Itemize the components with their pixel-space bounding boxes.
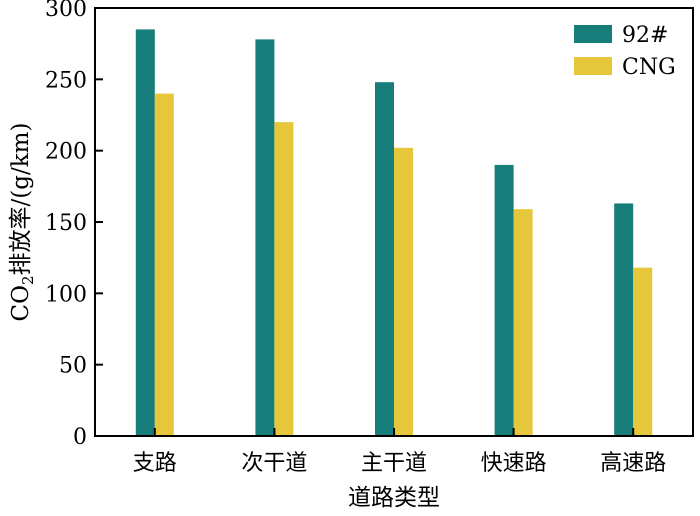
y-axis-ticks: 0 50 100 150 200 250 300 [45, 0, 103, 450]
bar-92-0 [135, 29, 155, 437]
y-tick-label: 50 [59, 354, 87, 379]
bar-cng-1 [274, 122, 294, 436]
bar-cng-0 [154, 93, 174, 436]
y-axis-title: CO2排放率/(g/km) [8, 123, 37, 322]
x-axis-title: 道路类型 [348, 485, 440, 511]
legend-swatch-92 [574, 25, 612, 43]
y-axis-title-subscript: 2 [19, 275, 37, 285]
x-tick-label: 次干道 [241, 451, 307, 476]
y-tick-label: 300 [45, 0, 87, 22]
bar-92-3 [494, 164, 514, 436]
x-tick-label: 高速路 [600, 451, 666, 476]
legend-swatch-cng [574, 57, 612, 75]
bar-92-2 [375, 82, 394, 436]
legend: 92# CNG [574, 23, 676, 80]
legend-label-cng: CNG [622, 55, 676, 80]
y-tick-label: 250 [45, 68, 87, 93]
x-tick-label: 主干道 [361, 451, 427, 476]
y-tick-label: 200 [45, 140, 87, 165]
y-axis-title-prefix: CO [8, 285, 34, 321]
x-tick-label: 快速路 [481, 451, 547, 476]
bar-cng-2 [394, 147, 413, 436]
bars-layer [135, 29, 653, 437]
x-tick-label: 支路 [133, 451, 177, 476]
bar-cng-3 [513, 209, 533, 436]
x-axis-ticks: 支路 次干道 主干道 快速路 高速路 [133, 428, 666, 476]
y-tick-label: 150 [45, 211, 87, 236]
y-tick-label: 0 [73, 425, 87, 450]
bar-92-4 [614, 203, 634, 436]
bar-92-1 [255, 39, 275, 437]
y-tick-label: 100 [45, 282, 87, 307]
legend-label-92: 92# [622, 23, 668, 48]
y-axis-title-suffix: 排放率/(g/km) [8, 123, 34, 276]
bar-cng-4 [633, 267, 653, 436]
